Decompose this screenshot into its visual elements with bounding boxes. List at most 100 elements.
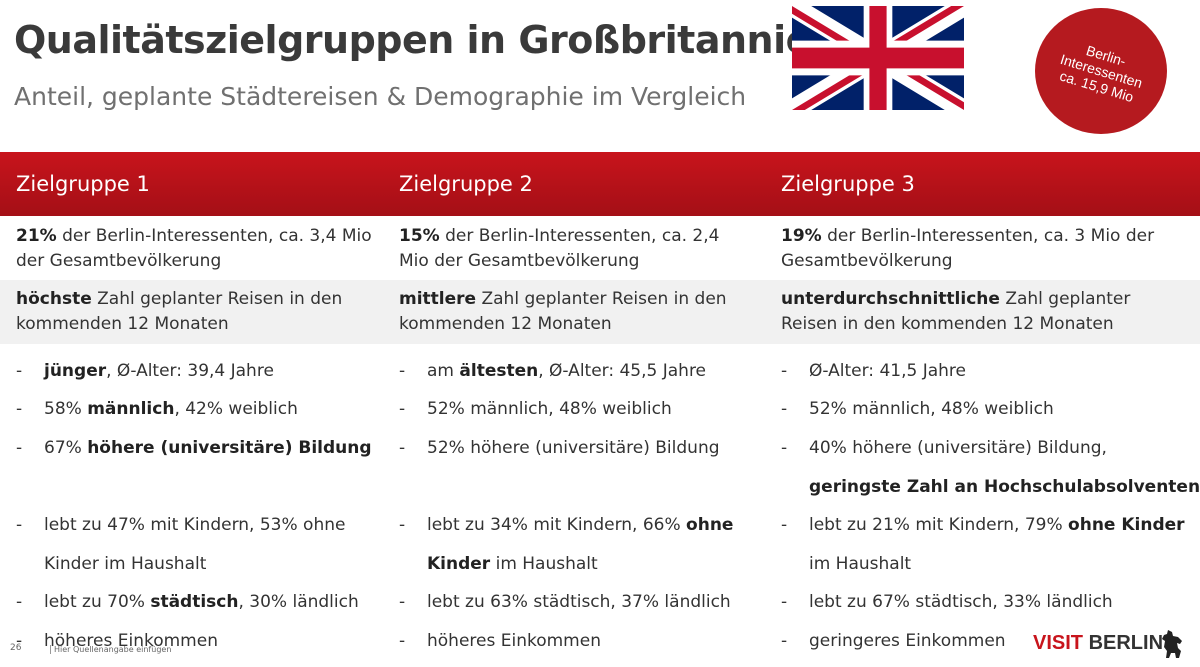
list-item-text: im Haushalt — [809, 554, 911, 574]
page-number: 26 — [10, 643, 22, 653]
trips-cell-1: höchste Zahl geplanter Reisen in den kom… — [16, 287, 356, 337]
page-subtitle: Anteil, geplante Städtereisen & Demograp… — [14, 82, 747, 111]
list-item-emphasis: städtisch — [150, 592, 239, 612]
list-item-emphasis: höhere (universitäre) Bildung — [87, 438, 372, 458]
column-header-zielgruppe-1: Zielgruppe 1 — [16, 172, 150, 196]
dash-bullet: - — [399, 438, 406, 458]
berlin-interessenten-badge: Berlin- Interessenten ca. 15,9 Mio — [1035, 8, 1167, 134]
trips-cell-3: unterdurchschnittliche Zahl geplanter Re… — [781, 287, 1186, 337]
list-item-emphasis: geringste Zahl an Hochschulabsolventen — [809, 477, 1200, 497]
logo-visit: VISIT — [1033, 632, 1084, 654]
list-item-rest: geringeres Einkommen — [809, 631, 1006, 651]
trips-text: Zahl geplanter Reisen in den kommenden 1… — [781, 289, 1131, 334]
list-item-rest: im Haushalt — [809, 554, 912, 574]
list-item-text: lebt zu 34% mit Kindern, 66% ohne — [427, 515, 733, 535]
dash-bullet: - — [781, 515, 788, 535]
dash-bullet: - — [781, 592, 788, 612]
list-item-rest: im Haushalt — [490, 554, 598, 574]
list-item-prefix: am — [427, 361, 460, 381]
list-item-text: 58% männlich, 42% weiblich — [44, 399, 298, 419]
dash-bullet: - — [781, 361, 788, 381]
list-item-rest: lebt zu 67% städtisch, 33% ländlich — [809, 592, 1113, 612]
dash-bullet: - — [399, 592, 406, 612]
list-item-text: Ø-Alter: 41,5 Jahre — [809, 361, 966, 381]
list-item-text: geringeres Einkommen — [809, 631, 1006, 651]
dash-bullet: - — [399, 631, 406, 651]
list-item-text: geringste Zahl an Hochschulabsolventen — [809, 477, 1200, 497]
list-item-rest: 52% männlich, 48% weiblich — [809, 399, 1054, 419]
list-item-text: Kinder im Haushalt — [44, 554, 206, 574]
column-header-zielgruppe-2: Zielgruppe 2 — [399, 172, 533, 196]
list-item-rest: 52% höhere (universitäre) Bildung — [427, 438, 720, 458]
share-text: der Berlin-Interessenten, ca. 3,4 Mio de… — [16, 226, 372, 271]
list-item-prefix: lebt zu 21% mit Kindern, 79% — [809, 515, 1069, 535]
union-jack-flag — [792, 6, 964, 110]
list-item-text: lebt zu 21% mit Kindern, 79% ohne Kinder — [809, 515, 1185, 535]
list-item-text: höheres Einkommen — [44, 631, 218, 651]
list-item-text: 52% höhere (universitäre) Bildung — [427, 438, 720, 458]
list-item-text: 67% höhere (universitäre) Bildung — [44, 438, 372, 458]
dash-bullet: - — [781, 399, 788, 419]
trips-text: Zahl geplanter Reisen in den kommenden 1… — [16, 289, 343, 334]
share-text: der Berlin-Interessenten, ca. 2,4 Mio de… — [399, 226, 720, 271]
list-item-text: lebt zu 70% städtisch, 30% ländlich — [44, 592, 359, 612]
list-item-rest: , Ø-Alter: 45,5 Jahre — [538, 361, 707, 381]
dash-bullet: - — [399, 515, 406, 535]
list-item-text: 40% höhere (universitäre) Bildung, — [809, 438, 1107, 458]
share-cell-3: 19% der Berlin-Interessenten, ca. 3 Mio … — [781, 224, 1181, 274]
share-cell-2: 15% der Berlin-Interessenten, ca. 2,4 Mi… — [399, 224, 744, 274]
dash-bullet: - — [16, 631, 23, 651]
share-value: 15% — [399, 226, 440, 246]
trips-cell-2: mittlere Zahl geplanter Reisen in den ko… — [399, 287, 739, 337]
list-item-prefix: 58% — [44, 399, 88, 419]
trips-text: Zahl geplanter Reisen in den kommenden 1… — [399, 289, 727, 334]
list-item-text: 52% männlich, 48% weiblich — [427, 399, 672, 419]
list-item-emphasis: ältesten — [459, 361, 539, 381]
berlin-bear-icon — [1162, 630, 1182, 658]
list-item-prefix: lebt zu 34% mit Kindern, 66% — [427, 515, 687, 535]
dash-bullet: - — [16, 592, 23, 612]
list-item-rest: , 42% weiblich — [174, 399, 298, 419]
list-item-emphasis: ohne Kinder — [1068, 515, 1185, 535]
list-item-rest: 52% männlich, 48% weiblich — [427, 399, 672, 419]
list-item-text: 52% männlich, 48% weiblich — [809, 399, 1054, 419]
list-item-text: höheres Einkommen — [427, 631, 601, 651]
dash-bullet: - — [16, 399, 23, 419]
visit-berlin-logo: VISIT BERLIN — [1033, 632, 1163, 655]
list-item-rest: höheres Einkommen — [427, 631, 601, 651]
page-title: Qualitätszielgruppen in Großbritannien — [14, 18, 838, 62]
logo-berlin: BERLIN — [1088, 632, 1164, 654]
list-item-text: lebt zu 47% mit Kindern, 53% ohne — [44, 515, 345, 535]
list-item-rest: lebt zu 63% städtisch, 37% ländlich — [427, 592, 731, 612]
list-item-rest: , Ø-Alter: 39,4 Jahre — [106, 361, 274, 381]
column-header-zielgruppe-3: Zielgruppe 3 — [781, 172, 915, 196]
trips-row-background — [0, 280, 1200, 344]
list-item-rest: höheres Einkommen — [44, 631, 218, 651]
dash-bullet: - — [781, 631, 788, 651]
source-note: Hier Quellenangabe einfügen — [50, 645, 171, 654]
trips-level: mittlere — [399, 289, 477, 309]
list-item-emphasis: männlich — [87, 399, 175, 419]
list-item-prefix: 67% — [44, 438, 88, 458]
list-item-emphasis: ohne — [686, 515, 734, 535]
list-item-emphasis: jünger — [44, 361, 107, 381]
list-item-prefix: lebt zu 70% — [44, 592, 151, 612]
trips-level: höchste — [16, 289, 92, 309]
list-item-text: Kinder im Haushalt — [427, 554, 598, 574]
dash-bullet: - — [781, 438, 788, 458]
share-cell-1: 21% der Berlin-Interessenten, ca. 3,4 Mi… — [16, 224, 386, 274]
list-item-rest: , 30% ländlich — [238, 592, 359, 612]
list-item-text: jünger, Ø-Alter: 39,4 Jahre — [44, 361, 274, 381]
dash-bullet: - — [399, 361, 406, 381]
dash-bullet: - — [16, 361, 23, 381]
dash-bullet: - — [399, 399, 406, 419]
list-item-rest: Kinder im Haushalt — [44, 554, 207, 574]
dash-bullet: - — [16, 438, 23, 458]
list-item-rest: 40% höhere (universitäre) Bildung, — [809, 438, 1107, 458]
trips-level: unterdurchschnittliche — [781, 289, 1000, 309]
share-value: 19% — [781, 226, 822, 246]
list-item-text: lebt zu 63% städtisch, 37% ländlich — [427, 592, 731, 612]
list-item-text: am ältesten, Ø-Alter: 45,5 Jahre — [427, 361, 706, 381]
list-item-emphasis: Kinder — [427, 554, 491, 574]
share-value: 21% — [16, 226, 57, 246]
